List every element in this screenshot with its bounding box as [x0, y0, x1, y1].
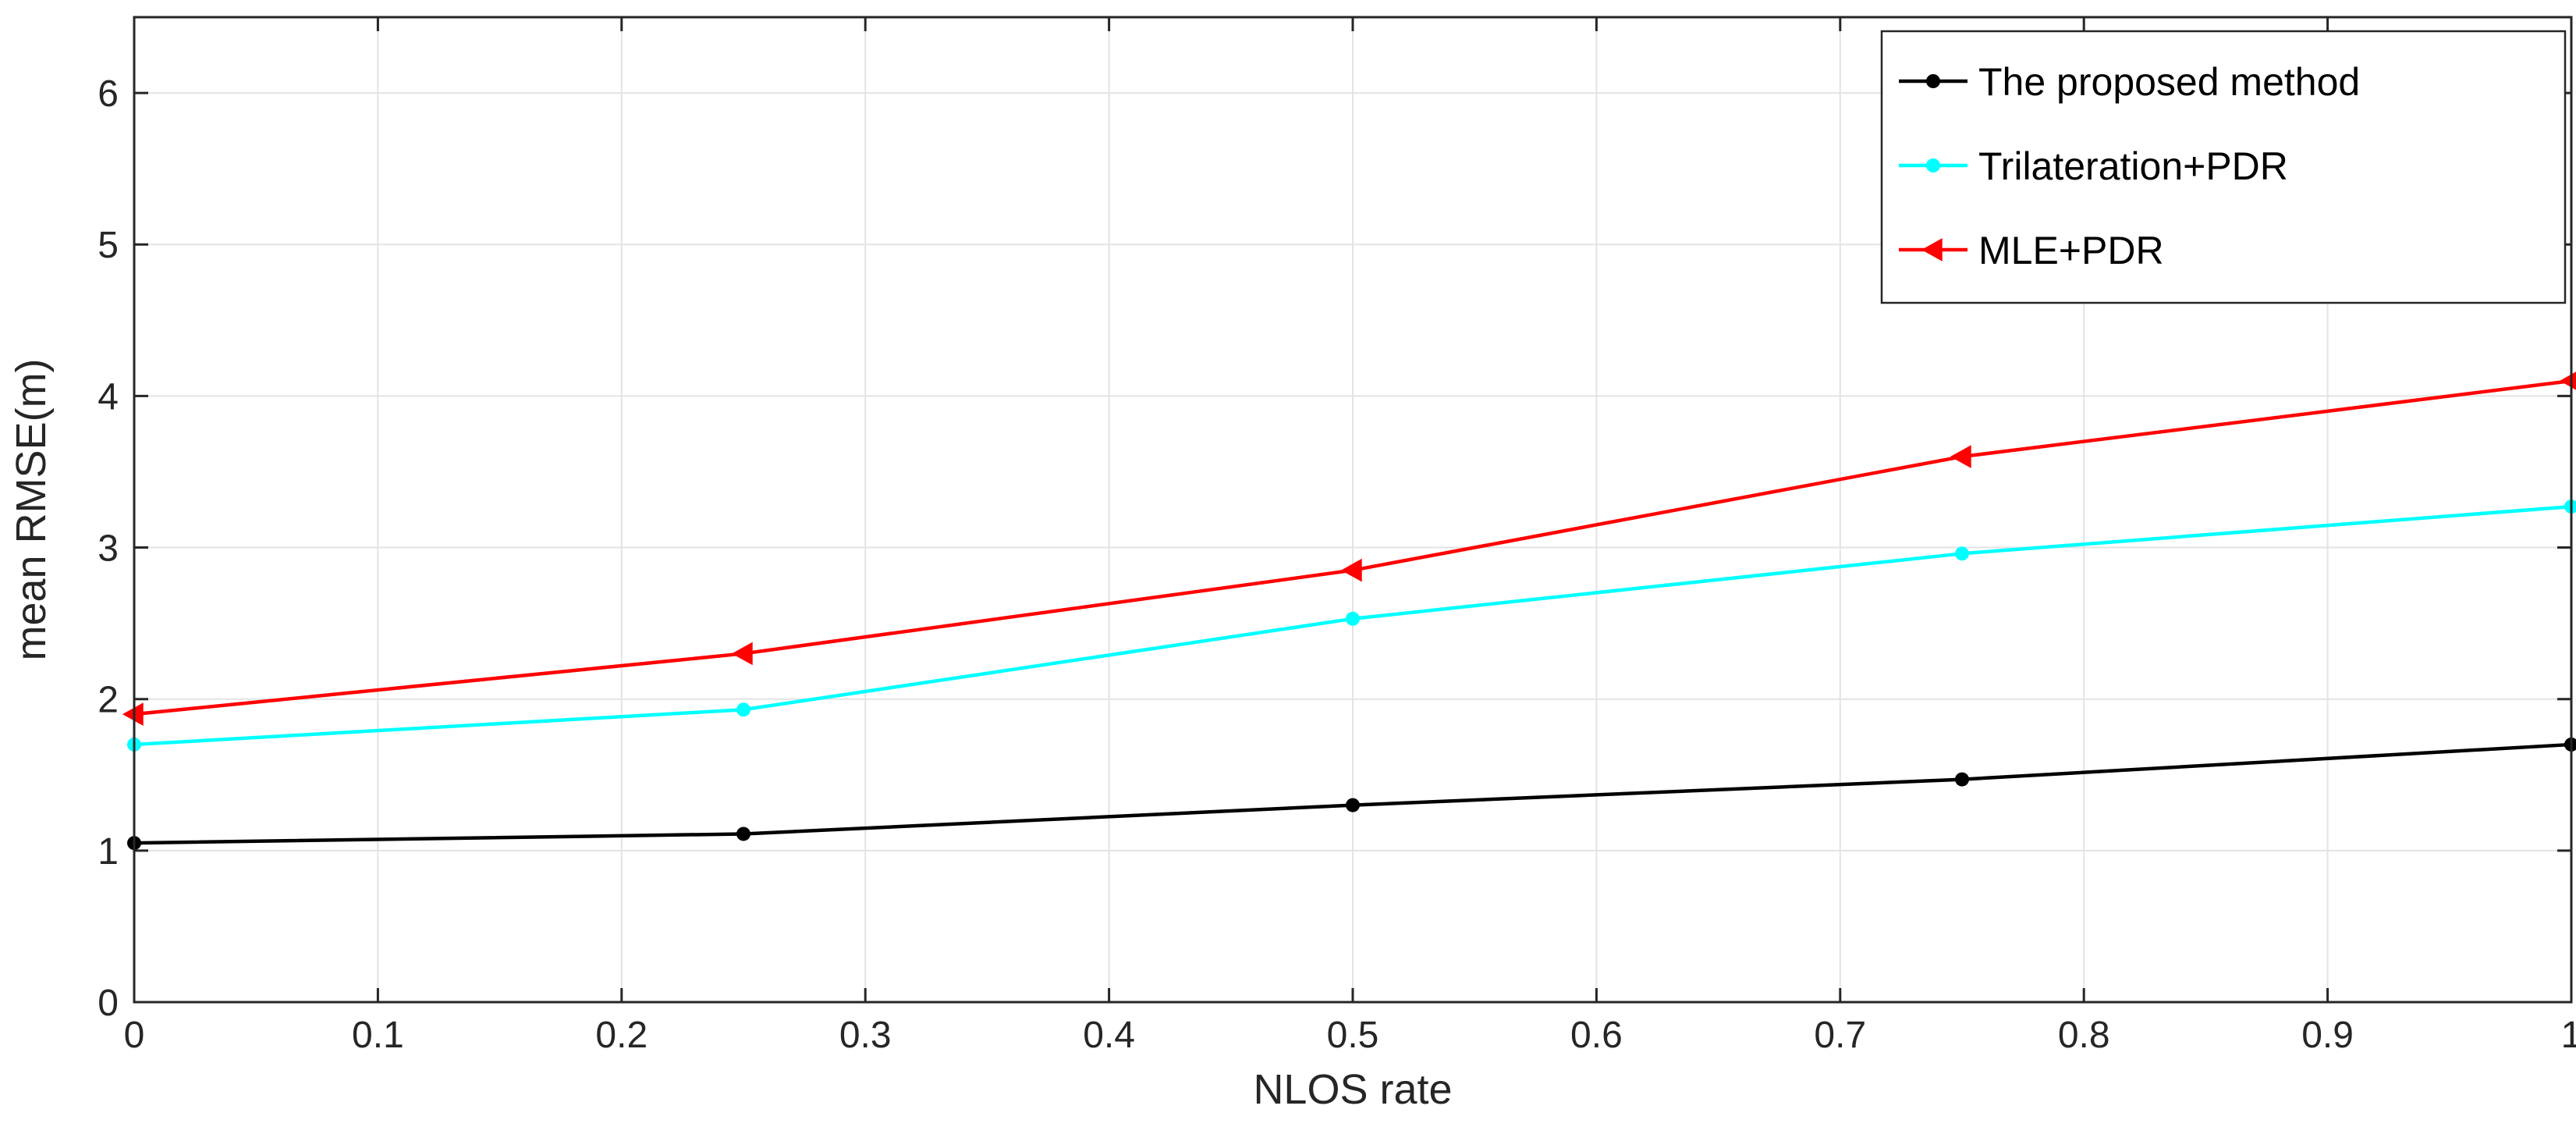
legend-entry-2: MLE+PDR	[1899, 229, 2164, 272]
data-point	[1955, 546, 1969, 561]
y-tick-label: 0	[98, 983, 119, 1024]
legend-entry-0: The proposed method	[1899, 60, 2360, 104]
data-point	[1340, 558, 1362, 582]
y-tick-label: 6	[98, 73, 119, 115]
legend-marker	[1926, 158, 1940, 172]
data-point	[736, 827, 750, 841]
legend-label: The proposed method	[1978, 60, 2360, 104]
x-tick-label: 1	[2561, 1015, 2576, 1056]
y-tick-label: 1	[98, 831, 119, 873]
series-0	[127, 737, 2576, 851]
legend-box	[1880, 30, 2567, 304]
x-tick-label: 0.5	[1327, 1015, 1379, 1056]
legend-label: Trilateration+PDR	[1978, 144, 2288, 188]
x-tick-label: 0.3	[839, 1015, 892, 1056]
y-tick-label: 3	[98, 528, 119, 570]
legend-label: MLE+PDR	[1978, 229, 2164, 272]
x-tick-label: 0.8	[2058, 1015, 2110, 1056]
x-tick-label: 0	[124, 1015, 145, 1056]
x-tick-label: 0.2	[595, 1015, 648, 1056]
series-layer	[122, 372, 2576, 851]
legend-marker	[1921, 238, 1943, 261]
x-axis-label: NLOS rate	[1253, 1066, 1452, 1113]
y-tick-label: 2	[98, 680, 119, 721]
data-point	[1346, 798, 1360, 812]
data-point	[736, 702, 750, 717]
y-tick-label: 5	[98, 225, 119, 266]
data-point	[731, 642, 753, 666]
data-point	[1346, 611, 1360, 626]
x-tick-label: 0.4	[1083, 1015, 1135, 1056]
legend-entry-1: Trilateration+PDR	[1899, 144, 2288, 188]
legend: The proposed method Trilateration+PDR MLE+…	[1880, 30, 2567, 304]
data-point	[1955, 772, 1969, 787]
legend-marker	[1926, 74, 1940, 88]
x-tick-label: 0.9	[2301, 1015, 2354, 1056]
x-tick-label: 0.6	[1570, 1015, 1623, 1056]
axis-ticks: 0 0.1 0.2 0.3 0.4 0.5 0.6 0.7 0.8 0.9 1 0 1 2 3 4 5 6	[98, 17, 2576, 1056]
y-tick-label: 4	[98, 376, 119, 418]
data-point	[1950, 445, 1971, 468]
x-tick-label: 0.7	[1814, 1015, 1866, 1056]
y-axis-label: mean RMSE(m)	[8, 358, 55, 660]
x-tick-label: 0.1	[352, 1015, 404, 1056]
